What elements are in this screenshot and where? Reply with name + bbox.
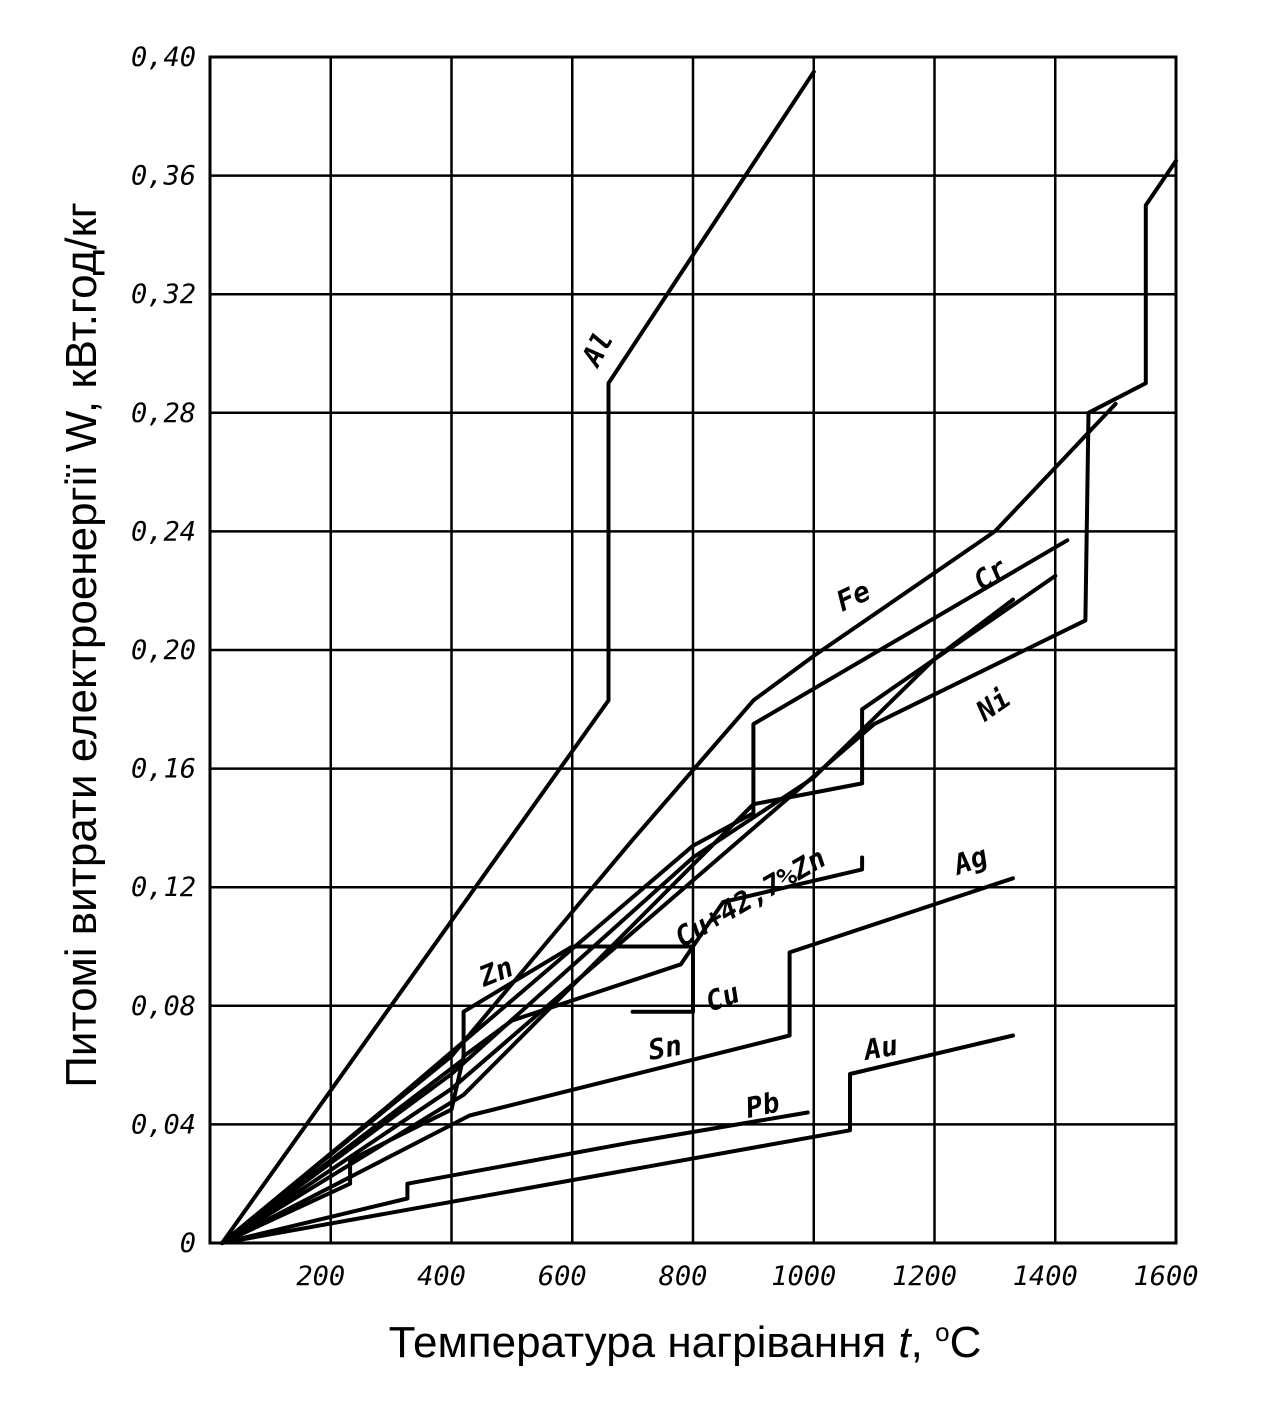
x-axis-title-text: Температура нагрівання	[389, 1318, 899, 1367]
y-tick-label: 0,36	[131, 161, 196, 192]
y-tick-label: 0,16	[131, 754, 196, 785]
x-axis-ticks: 200 400 600 800 1000 1200 1400 1600	[296, 1261, 1198, 1292]
series-line-ag	[220, 876, 1015, 1245]
series-line-fe	[220, 401, 1118, 1245]
x-tick-label: 400	[417, 1261, 466, 1292]
y-tick-label: 0,20	[131, 635, 196, 666]
series-label-cr: Cr	[967, 551, 1014, 597]
series-line-sn	[220, 855, 865, 1245]
x-axis-title: Температура нагрівання t, oС	[389, 1317, 982, 1367]
series-label-ag: Ag	[947, 839, 992, 882]
y-tick-label: 0,24	[131, 516, 196, 547]
y-tick-label: 0,40	[131, 42, 196, 73]
x-tick-label: 1200	[892, 1261, 957, 1292]
series-lines	[220, 69, 1178, 1245]
x-axis-title-unit: С	[950, 1318, 982, 1367]
series-line-ni	[220, 158, 1178, 1245]
x-tick-label: 1400	[1013, 1261, 1078, 1292]
x-tick-label: 200	[296, 1261, 345, 1292]
grid	[208, 55, 1178, 1245]
series-line-au	[220, 1033, 1015, 1245]
x-tick-label: 1600	[1133, 1261, 1198, 1292]
y-tick-label: 0,08	[131, 991, 196, 1022]
y-tick-label: 0,04	[131, 1109, 196, 1140]
plot-frame	[208, 55, 1178, 1245]
series-label-pb: Pb	[743, 1086, 783, 1125]
series-line-cu-42-7-zn	[220, 538, 1070, 1245]
series-label-al: Al	[574, 326, 620, 373]
series-label-cu: Cu	[701, 976, 744, 1019]
x-tick-label: 800	[659, 1261, 708, 1292]
series-label-sn: Sn	[645, 1029, 684, 1067]
series-line-cu	[220, 573, 1058, 1245]
x-tick-label: 1000	[771, 1261, 836, 1292]
y-tick-label: 0,12	[131, 872, 196, 903]
series-label-fe: Fe	[831, 574, 876, 618]
x-axis-title-var: t	[898, 1318, 912, 1367]
y-axis-ticks: 0 0,04 0,08 0,12 0,16 0,20 0,24 0,28 0,32 0,36 0,4…	[131, 42, 196, 1259]
y-tick-label: 0	[180, 1228, 196, 1259]
x-axis-title-degree: o	[935, 1317, 949, 1347]
series-line-pb	[220, 1110, 810, 1245]
y-tick-label: 0,28	[131, 398, 196, 429]
series-label-au: Au	[860, 1029, 901, 1068]
x-tick-label: 600	[538, 1261, 587, 1292]
series-label-ni: Ni	[969, 681, 1016, 728]
y-tick-label: 0,32	[131, 279, 196, 310]
y-axis-title: Питомі витрати електроенергії W, кВт.год…	[57, 202, 106, 1088]
x-axis-title-sep: ,	[911, 1318, 935, 1367]
series-line-al	[220, 69, 816, 1245]
